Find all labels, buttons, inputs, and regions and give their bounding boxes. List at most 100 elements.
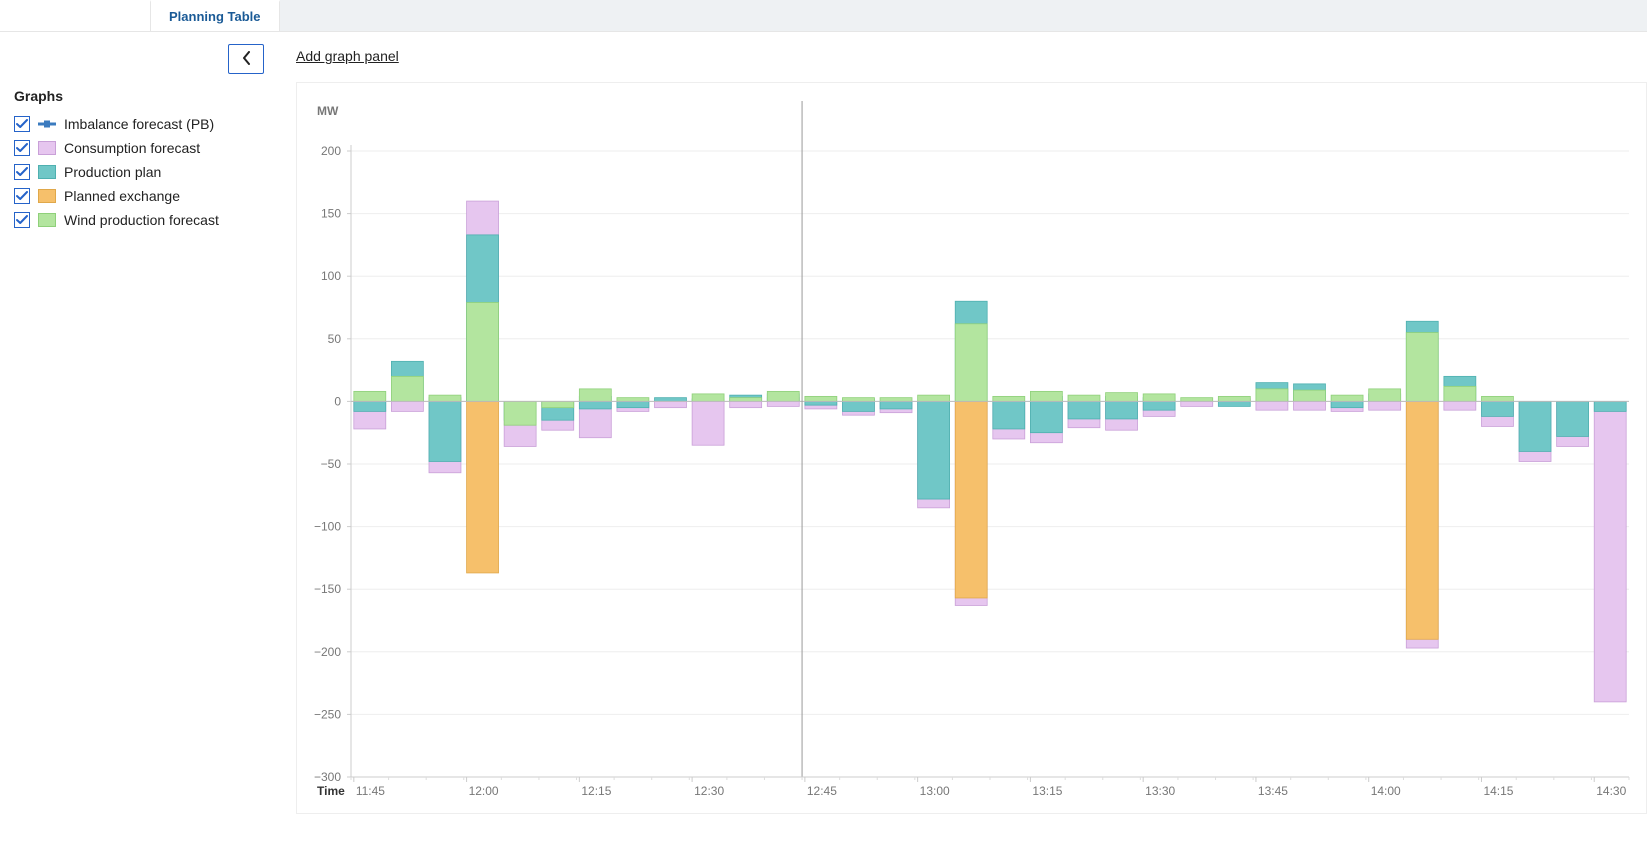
add-graph-panel-link[interactable]: Add graph panel <box>296 48 399 64</box>
tab-label: Planning Table <box>169 9 261 24</box>
series-line-icon <box>38 117 56 131</box>
tab-spacer <box>0 0 150 31</box>
bar-consumption <box>730 401 762 407</box>
sidebar: Graphs Imbalance forecast (PB) Consumptio… <box>0 32 278 864</box>
series-swatch <box>38 213 56 227</box>
x-tick-label: 11:45 <box>356 784 385 798</box>
stacked-bar-chart: MW200150100500−50−100−150−200−250−300Tim… <box>297 93 1637 813</box>
bar-production <box>1594 401 1626 411</box>
checkbox[interactable] <box>14 188 30 204</box>
bar-consumption <box>692 401 724 445</box>
bar-wind <box>955 324 987 402</box>
checkbox[interactable] <box>14 212 30 228</box>
sidebar-title: Graphs <box>14 88 264 104</box>
legend-item-wind[interactable]: Wind production forecast <box>14 208 264 232</box>
bar-production <box>354 401 386 411</box>
bar-wind <box>1106 393 1138 402</box>
legend-item-consumption[interactable]: Consumption forecast <box>14 136 264 160</box>
bar-production <box>579 401 611 409</box>
tab-planning-table[interactable]: Planning Table <box>150 0 280 31</box>
bar-consumption <box>391 401 423 411</box>
y-tick-label: −200 <box>314 645 341 659</box>
bar-wind <box>354 391 386 401</box>
legend-label: Imbalance forecast (PB) <box>64 116 214 132</box>
bar-wind <box>692 394 724 402</box>
bar-production <box>1218 401 1250 406</box>
legend-label: Wind production forecast <box>64 212 219 228</box>
x-axis-label: Time <box>317 784 345 798</box>
bar-wind <box>542 401 574 407</box>
x-tick-label: 14:00 <box>1371 784 1401 798</box>
bar-wind <box>504 401 536 425</box>
legend-label: Planned exchange <box>64 188 180 204</box>
bar-production <box>1068 401 1100 419</box>
bar-wind <box>1181 398 1213 402</box>
legend-label: Consumption forecast <box>64 140 200 156</box>
x-tick-label: 13:30 <box>1145 784 1175 798</box>
x-tick-label: 13:45 <box>1258 784 1288 798</box>
bar-exchange <box>955 401 987 598</box>
x-tick-label: 14:30 <box>1596 784 1626 798</box>
x-tick-label: 13:15 <box>1032 784 1062 798</box>
bar-consumption <box>1294 401 1326 410</box>
bar-production <box>1106 401 1138 419</box>
bar-consumption <box>1369 401 1401 410</box>
bar-production <box>1030 401 1062 432</box>
legend-item-production[interactable]: Production plan <box>14 160 264 184</box>
checkbox[interactable] <box>14 164 30 180</box>
bar-production <box>1557 401 1589 436</box>
y-tick-label: 200 <box>321 144 341 158</box>
bar-wind <box>467 302 499 401</box>
bar-consumption <box>767 401 799 406</box>
tab-strip: Planning Table <box>0 0 1647 32</box>
bar-production <box>1519 401 1551 451</box>
bar-wind <box>730 398 762 402</box>
x-tick-label: 12:45 <box>807 784 837 798</box>
y-tick-label: 0 <box>334 394 341 408</box>
legend-list: Imbalance forecast (PB) Consumption forec… <box>14 112 264 232</box>
y-tick-label: 50 <box>328 332 342 346</box>
legend-item-exchange[interactable]: Planned exchange <box>14 184 264 208</box>
series-swatch <box>38 189 56 203</box>
y-tick-label: 150 <box>321 207 341 221</box>
checkbox[interactable] <box>14 140 30 156</box>
bar-consumption <box>1594 401 1626 701</box>
bar-wind <box>1030 391 1062 401</box>
bar-production <box>617 401 649 407</box>
y-tick-label: −100 <box>314 520 341 534</box>
chevron-left-icon <box>242 51 251 68</box>
bar-wind <box>1369 389 1401 402</box>
bar-production <box>1481 401 1513 416</box>
bar-wind <box>1256 389 1288 402</box>
y-tick-label: −300 <box>314 770 341 784</box>
bar-production <box>842 401 874 411</box>
x-tick-label: 13:00 <box>920 784 950 798</box>
bar-wind <box>918 395 950 401</box>
bar-consumption <box>1181 401 1213 406</box>
bar-wind <box>429 395 461 401</box>
bar-production <box>993 401 1025 429</box>
bar-production <box>655 398 687 402</box>
bar-production <box>429 401 461 461</box>
bar-wind <box>1406 333 1438 402</box>
legend-label: Production plan <box>64 164 161 180</box>
bar-wind <box>1143 394 1175 402</box>
bar-consumption <box>1256 401 1288 410</box>
bar-wind <box>617 398 649 402</box>
bar-consumption <box>655 401 687 407</box>
legend-item-imbalance[interactable]: Imbalance forecast (PB) <box>14 112 264 136</box>
y-tick-label: 100 <box>321 269 341 283</box>
bar-exchange <box>1406 401 1438 639</box>
bar-wind <box>1481 396 1513 401</box>
bar-production <box>880 401 912 409</box>
bar-wind <box>805 396 837 401</box>
chart-container: MW200150100500−50−100−150−200−250−300Tim… <box>296 82 1647 814</box>
x-tick-label: 12:30 <box>694 784 724 798</box>
y-axis-unit: MW <box>317 104 339 118</box>
bar-wind <box>391 376 423 401</box>
main-panel: Add graph panel MW200150100500−50−100−15… <box>278 32 1647 864</box>
bar-wind <box>1068 395 1100 401</box>
checkbox[interactable] <box>14 116 30 132</box>
bar-wind <box>579 389 611 402</box>
collapse-sidebar-button[interactable] <box>228 44 264 74</box>
